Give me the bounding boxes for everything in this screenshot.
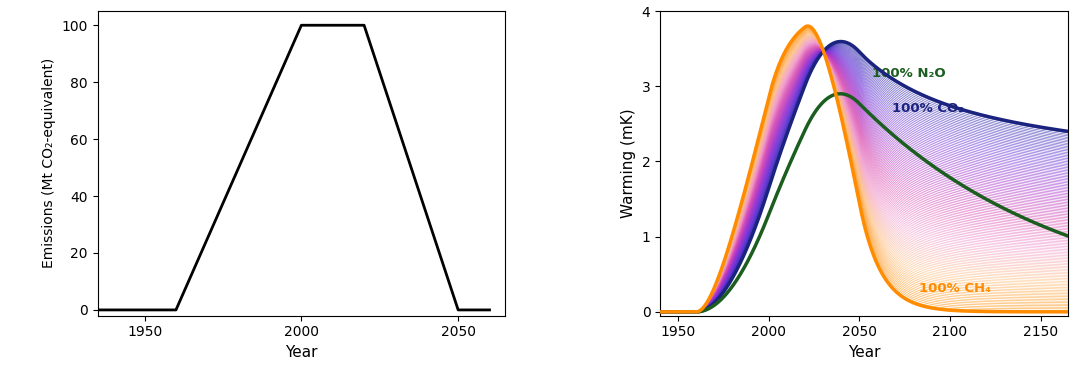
X-axis label: Year: Year <box>848 345 880 360</box>
Text: 100% N₂O: 100% N₂O <box>872 67 945 80</box>
Text: 100% CO₂: 100% CO₂ <box>892 102 964 115</box>
Y-axis label: Emissions (Mt CO₂-equivalent): Emissions (Mt CO₂-equivalent) <box>42 58 56 268</box>
X-axis label: Year: Year <box>285 345 318 360</box>
Text: 100% CH₄: 100% CH₄ <box>919 282 991 295</box>
Y-axis label: Warming (mK): Warming (mK) <box>621 109 636 218</box>
